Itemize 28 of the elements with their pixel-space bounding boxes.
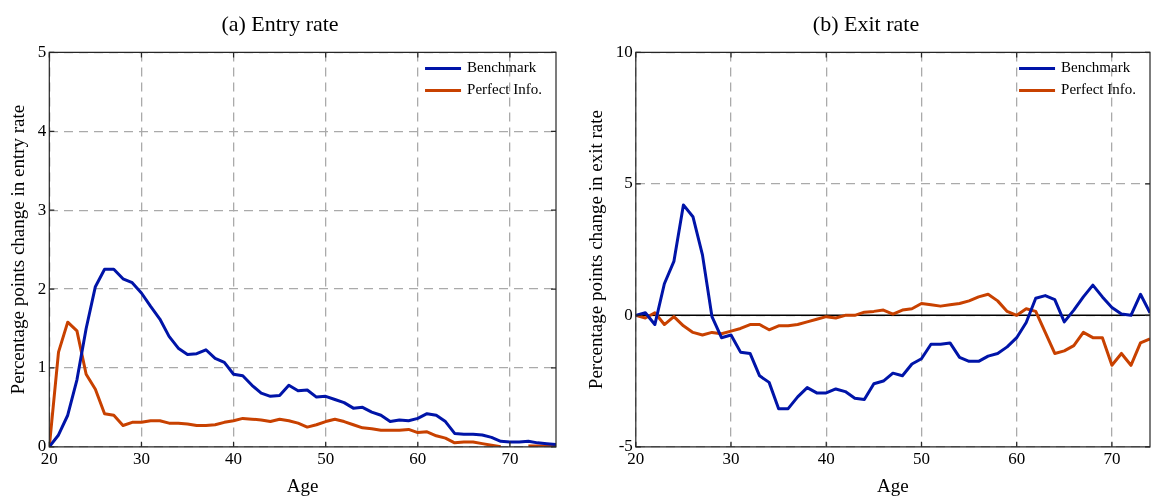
legend-label: Perfect Info.	[1061, 81, 1137, 98]
x-tick-label: 30	[132, 449, 150, 469]
y-tick-label: 1	[37, 357, 47, 377]
y-axis-title: Percentage points change in entry rate	[7, 104, 29, 395]
y-tick-label: 5	[624, 173, 633, 193]
legend-label: Benchmark	[467, 59, 537, 76]
x-tick-label: 50	[912, 449, 930, 469]
y-axis-title: Percentage points change in exit rate	[585, 110, 607, 390]
y-tick-label: 3	[37, 199, 47, 219]
y-tick-label: 0	[624, 304, 633, 324]
chart-title: (b) Exit rate	[812, 10, 920, 36]
x-tick-label: 60	[1008, 449, 1026, 469]
x-tick-label: 40	[817, 449, 835, 469]
x-axis-title: Age	[286, 474, 319, 496]
x-tick-label: 70	[501, 449, 519, 469]
chart-title: (a) Entry rate	[221, 10, 339, 36]
legend-label: Benchmark	[1061, 59, 1131, 76]
x-axis-title: Age	[877, 474, 909, 496]
y-tick-label: 5	[37, 41, 47, 61]
y-tick-label: 2	[37, 278, 47, 298]
x-tick-label: 50	[317, 449, 335, 469]
x-tick-label: 60	[409, 449, 427, 469]
y-tick-label: 4	[37, 120, 47, 140]
legend-label: Perfect Info.	[467, 81, 543, 98]
y-tick-label: 10	[615, 41, 633, 61]
x-tick-label: 40	[225, 449, 243, 469]
x-tick-label: 30	[722, 449, 740, 469]
x-tick-label: 70	[1103, 449, 1121, 469]
